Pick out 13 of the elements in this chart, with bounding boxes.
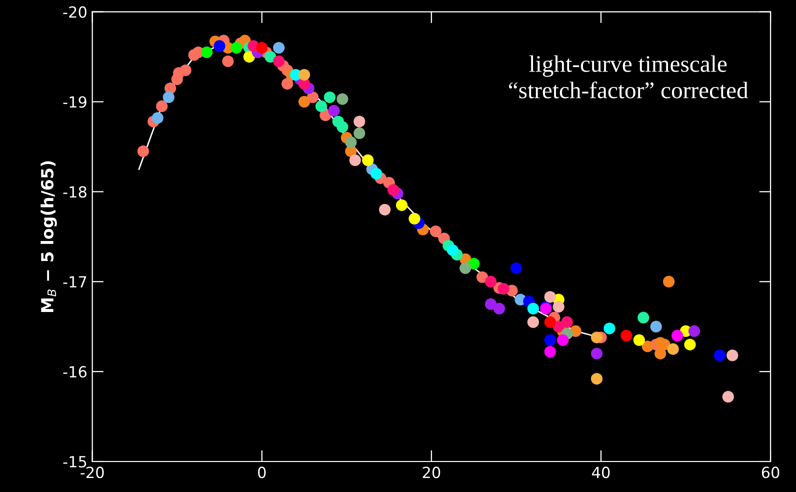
x-tick-label: 60 <box>762 466 780 478</box>
y-axis-title: M$_{B}$ − 5 log(h/65) <box>40 161 57 312</box>
y-tick-label: -18 <box>63 186 86 198</box>
y-tick-label: -15 <box>63 456 86 468</box>
x-tick-label: 20 <box>422 466 440 478</box>
y-tick-label: -20 <box>63 6 86 18</box>
y-tick-label: -16 <box>63 366 87 378</box>
x-tick-label: 40 <box>592 466 610 478</box>
annotation: light-curve timescale “stretch-factor” corrected <box>508 55 748 98</box>
x-tick-label: 0 <box>258 466 266 478</box>
y-tick-label: -19 <box>63 96 86 108</box>
y-tick-label: -17 <box>63 276 86 288</box>
x-tick-label: -20 <box>80 466 104 478</box>
